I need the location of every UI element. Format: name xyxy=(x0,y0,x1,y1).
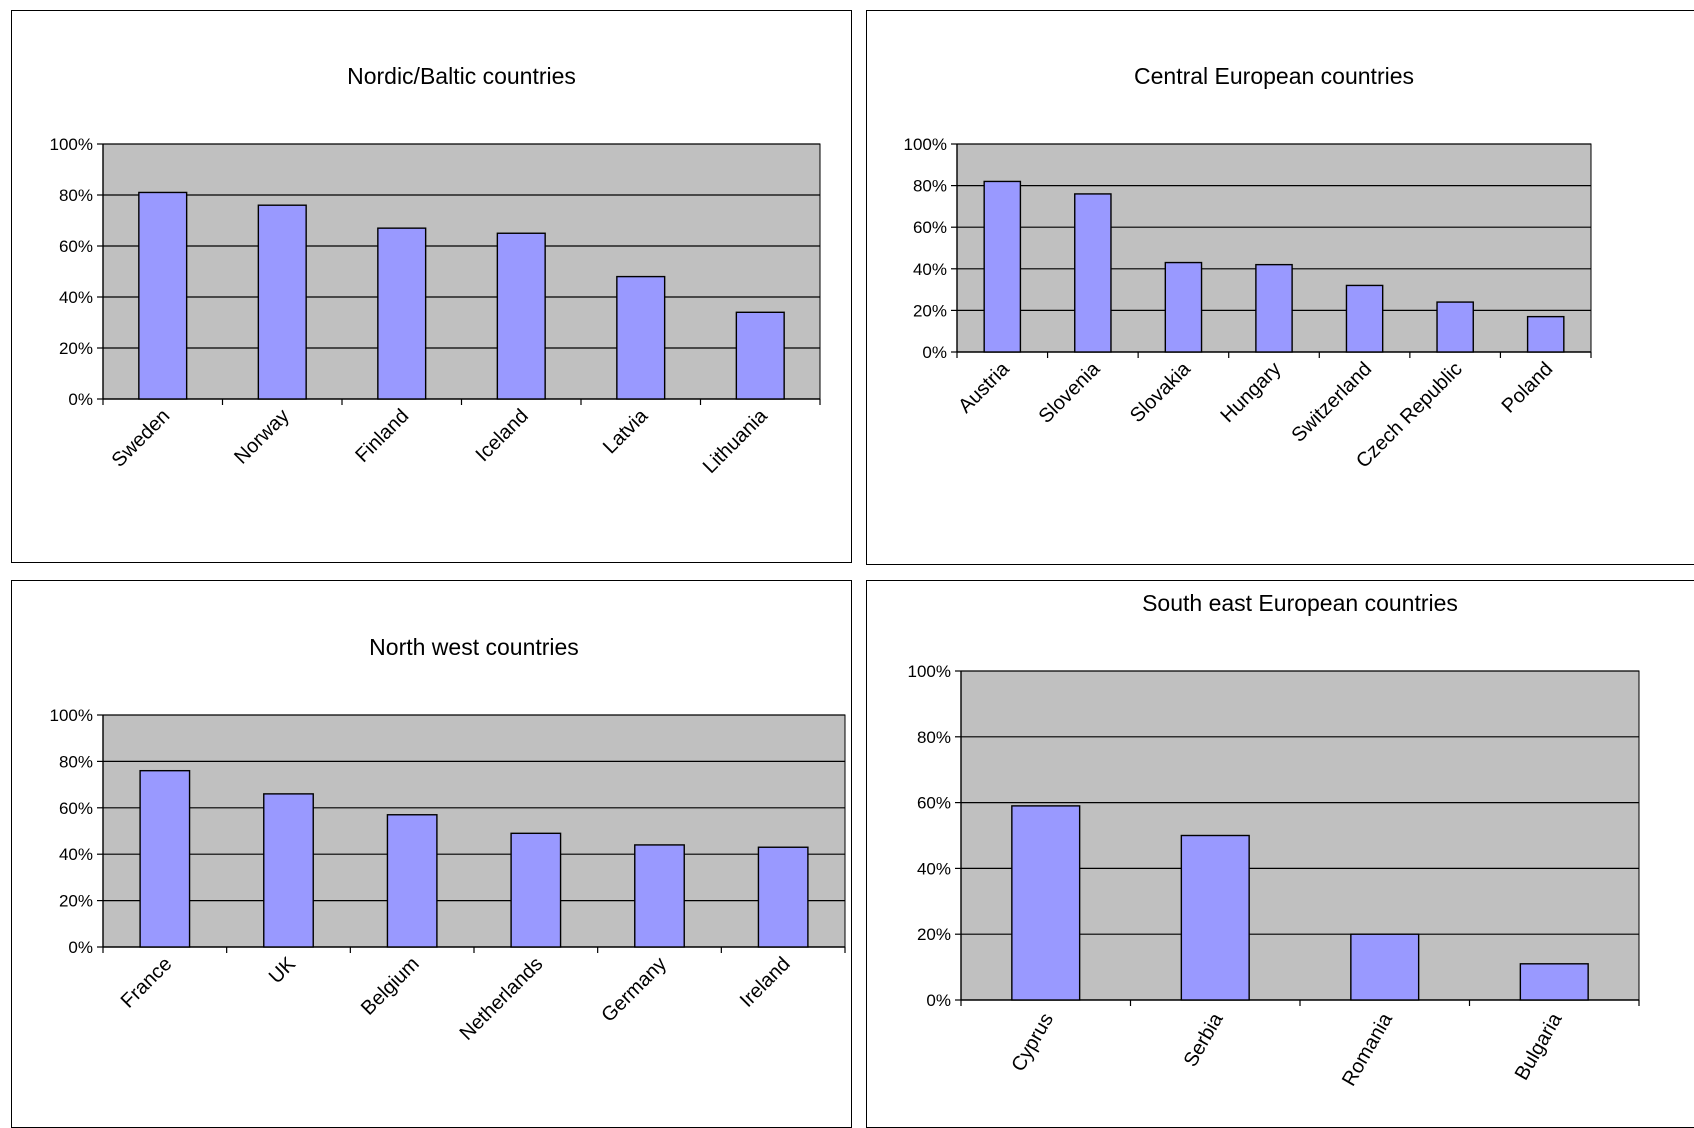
chart-title: Nordic/Baltic countries xyxy=(347,63,576,89)
y-tick-label: 60% xyxy=(917,794,951,813)
category-label-slovenia: Slovenia xyxy=(1035,357,1105,427)
category-label-finland: Finland xyxy=(351,405,413,467)
y-tick-label: 60% xyxy=(59,799,93,818)
category-label-lithuania: Lithuania xyxy=(699,404,773,478)
y-tick-label: 100% xyxy=(50,135,93,154)
category-label-poland: Poland xyxy=(1498,358,1558,418)
chart-south-east-european: South east European countries 0% 20% 40% 60%… xyxy=(908,590,1640,1090)
y-tick-label: 60% xyxy=(59,237,93,256)
category-label-sweden: Sweden xyxy=(108,405,175,472)
chart-panel-south-east-european: South east European countries 0% 20% 40% 60%… xyxy=(866,580,1694,1128)
bar-poland xyxy=(1526,315,1565,353)
chart-panel-nordic-baltic: Nordic/Baltic countries 0% 20% 40% 60% 80% 100… xyxy=(11,10,852,563)
category-label-latvia: Latvia xyxy=(599,404,653,458)
y-tick-label: 20% xyxy=(59,339,93,358)
bar-hungary xyxy=(1255,263,1293,353)
bar-uk xyxy=(263,793,314,948)
bar-romania xyxy=(1350,933,1420,1001)
y-tick-label: 60% xyxy=(913,218,947,237)
chart-title: Central European countries xyxy=(1134,63,1414,89)
category-label-romania: Romania xyxy=(1338,1009,1398,1090)
category-label-serbia: Serbia xyxy=(1180,1009,1228,1071)
y-tick-label: 80% xyxy=(917,728,951,747)
bar-czech-republic xyxy=(1436,301,1474,353)
y-tick-label: 0% xyxy=(922,343,947,362)
bar-slovakia xyxy=(1164,261,1203,353)
y-tick-label: 0% xyxy=(68,390,93,409)
bar-serbia xyxy=(1180,834,1250,1001)
bar-belgium xyxy=(386,814,438,948)
y-tick-label: 80% xyxy=(59,186,93,205)
plot-area xyxy=(102,143,821,400)
y-tick-label: 0% xyxy=(926,991,951,1010)
category-label-switzerland: Switzerland xyxy=(1287,358,1376,447)
category-label-uk: UK xyxy=(265,953,301,989)
category-label-norway: Norway xyxy=(230,405,293,468)
chart-title: South east European countries xyxy=(1142,590,1458,616)
bar-lithuania xyxy=(735,311,785,400)
y-tick-label: 100% xyxy=(904,135,947,154)
y-tick-label: 20% xyxy=(913,301,947,320)
y-tick-label: 0% xyxy=(68,938,93,957)
bar-switzerland xyxy=(1345,284,1384,353)
y-tick-label: 80% xyxy=(59,752,93,771)
bar-iceland xyxy=(496,232,546,400)
y-tick-label: 20% xyxy=(59,892,93,911)
plot-area xyxy=(102,714,846,948)
bar-germany xyxy=(634,844,685,948)
bar-netherlands xyxy=(510,832,562,948)
y-tick-label: 100% xyxy=(908,662,951,681)
bar-bulgaria xyxy=(1519,963,1589,1001)
category-label-france: France xyxy=(117,953,177,1013)
bar-france xyxy=(139,769,191,948)
chart-nordic-baltic: Nordic/Baltic countries 0% 20% 40% 60% 80% 100… xyxy=(50,63,821,478)
chart-north-west: North west countries 0% 20% 40% 60% 80% 100% Fr… xyxy=(50,634,846,1045)
bar-ireland xyxy=(757,846,809,948)
bar-latvia xyxy=(616,275,666,400)
category-label-cyprus: Cyprus xyxy=(1007,1010,1058,1076)
chart-central-european: Central European countries 0% 20% 40% 60% 80%… xyxy=(904,63,1592,473)
y-tick-label: 40% xyxy=(59,845,93,864)
y-tick-label: 80% xyxy=(913,177,947,196)
bar-slovenia xyxy=(1074,193,1112,353)
bar-norway xyxy=(257,204,307,400)
category-label-bulgaria: Bulgaria xyxy=(1511,1009,1567,1084)
category-label-slovakia: Slovakia xyxy=(1126,357,1196,427)
y-tick-label: 40% xyxy=(917,859,951,878)
bar-finland xyxy=(377,227,427,400)
bar-austria xyxy=(983,180,1022,353)
category-label-iceland: Iceland xyxy=(472,405,533,466)
y-tick-label: 40% xyxy=(59,288,93,307)
bar-sweden xyxy=(138,191,188,400)
bar-cyprus xyxy=(1011,805,1081,1001)
category-label-netherlands: Netherlands xyxy=(456,953,548,1045)
category-label-germany: Germany xyxy=(597,953,671,1027)
y-tick-label: 40% xyxy=(913,260,947,279)
category-label-austria: Austria xyxy=(954,357,1014,417)
category-label-belgium: Belgium xyxy=(357,953,424,1020)
category-label-ireland: Ireland xyxy=(736,953,795,1012)
chart-title: North west countries xyxy=(369,634,579,660)
y-tick-label: 20% xyxy=(917,925,951,944)
y-tick-label: 100% xyxy=(50,706,93,725)
chart-panel-central-european: Central European countries 0% 20% 40% 60% 80%… xyxy=(866,10,1694,565)
category-label-hungary: Hungary xyxy=(1217,358,1286,427)
chart-panel-north-west: North west countries 0% 20% 40% 60% 80% 100% Fr… xyxy=(11,580,852,1128)
